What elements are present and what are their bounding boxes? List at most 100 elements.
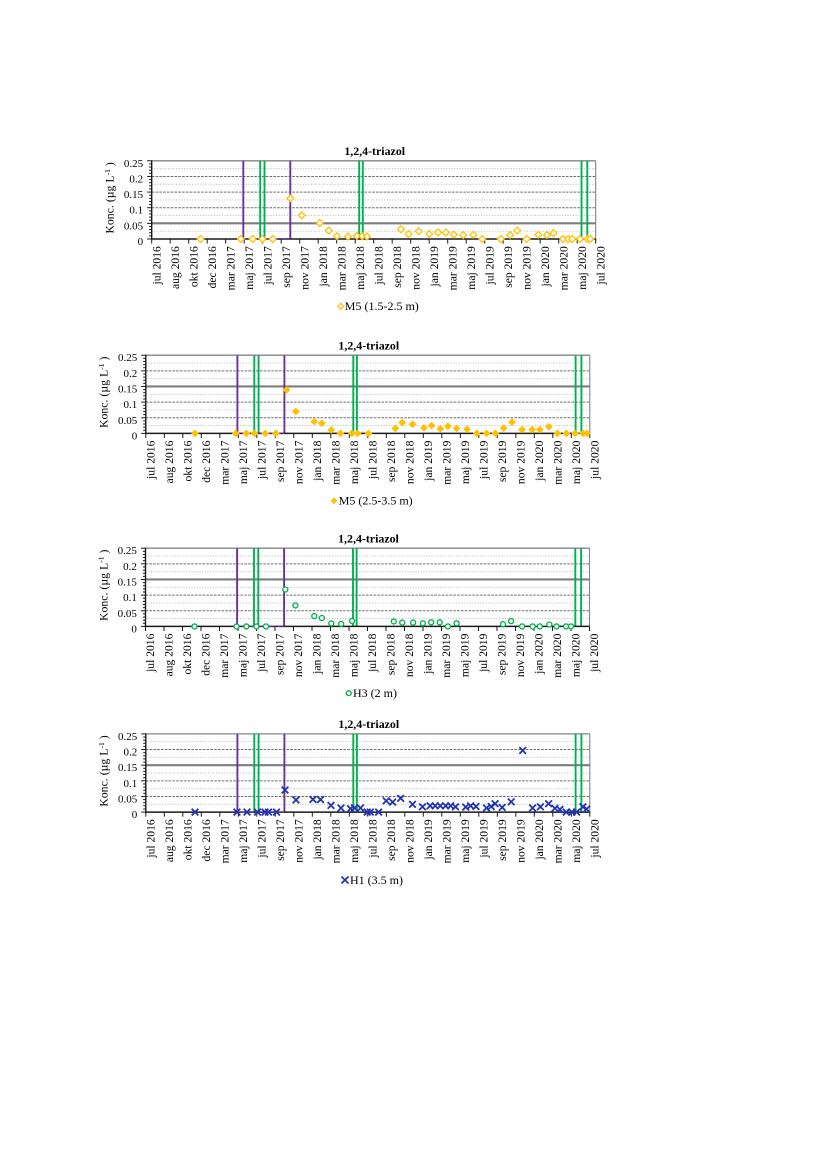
svg-text:maj 2019: maj 2019 — [459, 633, 472, 677]
svg-text:jul 2020: jul 2020 — [588, 819, 601, 859]
svg-text:mar 2018: mar 2018 — [329, 633, 342, 677]
svg-text:0.25: 0.25 — [124, 158, 144, 170]
svg-text:1,2,4-triazol: 1,2,4-triazol — [338, 338, 399, 352]
svg-text:mar 2019: mar 2019 — [440, 633, 453, 677]
svg-text:jan 2019: jan 2019 — [422, 440, 435, 481]
svg-text:jan 2019: jan 2019 — [422, 819, 435, 860]
svg-text:0.2: 0.2 — [123, 561, 137, 573]
svg-text:maj 2018: maj 2018 — [354, 246, 367, 290]
svg-text:aug 2016: aug 2016 — [163, 819, 176, 862]
svg-text:sep 2019: sep 2019 — [496, 440, 509, 482]
svg-text:0.15: 0.15 — [118, 576, 138, 588]
svg-text:mar 2017: mar 2017 — [224, 246, 237, 290]
svg-text:jul 2016: jul 2016 — [144, 819, 157, 859]
svg-text:aug 2016: aug 2016 — [169, 246, 182, 289]
svg-text:nov 2018: nov 2018 — [403, 633, 416, 677]
svg-text:jul 2019: jul 2019 — [483, 246, 496, 286]
svg-text:0.05: 0.05 — [118, 793, 138, 805]
svg-text:0.1: 0.1 — [123, 778, 137, 790]
svg-text:jan 2018: jan 2018 — [317, 246, 330, 287]
svg-text:M5 (1.5-2.5 m): M5 (1.5-2.5 m) — [345, 299, 419, 313]
svg-text:jul 2019: jul 2019 — [477, 819, 490, 859]
svg-text:0: 0 — [132, 809, 138, 821]
svg-text:aug 2016: aug 2016 — [163, 633, 176, 676]
svg-text:sep 2017: sep 2017 — [274, 633, 287, 675]
svg-text:jul 2020: jul 2020 — [588, 633, 601, 673]
svg-text:0.15: 0.15 — [118, 762, 138, 774]
svg-text:H1 (3.5 m): H1 (3.5 m) — [350, 873, 403, 887]
svg-text:mar 2017: mar 2017 — [218, 440, 231, 484]
svg-text:jul 2016: jul 2016 — [144, 440, 157, 480]
svg-text:jul 2016: jul 2016 — [150, 246, 163, 286]
svg-text:0.25: 0.25 — [118, 731, 138, 743]
svg-text:jan 2019: jan 2019 — [428, 246, 441, 287]
svg-text:sep 2018: sep 2018 — [391, 246, 404, 288]
svg-text:dec 2016: dec 2016 — [200, 440, 213, 482]
svg-text:jul 2017: jul 2017 — [261, 246, 274, 286]
svg-text:nov 2019: nov 2019 — [520, 246, 533, 290]
svg-text:jul 2017: jul 2017 — [255, 819, 268, 859]
svg-text:nov 2018: nov 2018 — [409, 246, 422, 290]
svg-text:jan 2020: jan 2020 — [533, 633, 546, 674]
svg-text:sep 2017: sep 2017 — [274, 440, 287, 482]
svg-text:0.05: 0.05 — [124, 220, 144, 232]
svg-text:H3 (2 m): H3 (2 m) — [353, 686, 397, 700]
svg-text:jul 2020: jul 2020 — [588, 440, 601, 480]
svg-text:0.25: 0.25 — [118, 352, 138, 364]
svg-text:nov 2019: nov 2019 — [514, 440, 527, 484]
svg-text:sep 2018: sep 2018 — [385, 819, 398, 861]
svg-text:mar 2020: mar 2020 — [551, 633, 564, 677]
svg-text:nov 2018: nov 2018 — [403, 819, 416, 863]
svg-text:nov 2018: nov 2018 — [403, 440, 416, 484]
svg-text:sep 2017: sep 2017 — [274, 819, 287, 861]
svg-text:jul 2018: jul 2018 — [366, 440, 379, 480]
svg-text:aug 2016: aug 2016 — [163, 440, 176, 483]
svg-text:0.1: 0.1 — [129, 205, 143, 217]
svg-text:jul 2018: jul 2018 — [366, 819, 379, 859]
svg-text:1,2,4-triazol: 1,2,4-triazol — [338, 717, 399, 731]
svg-text:mar 2018: mar 2018 — [335, 246, 348, 290]
svg-text:jul 2019: jul 2019 — [477, 633, 490, 673]
svg-text:jan 2018: jan 2018 — [311, 819, 324, 860]
svg-text:jan 2019: jan 2019 — [422, 633, 435, 674]
svg-text:Konc. (µg L-1 ): Konc. (µg L-1 ) — [96, 550, 110, 622]
svg-text:nov 2017: nov 2017 — [292, 819, 305, 863]
svg-text:jan 2020: jan 2020 — [539, 246, 552, 287]
svg-text:jan 2020: jan 2020 — [533, 819, 546, 860]
svg-text:0.1: 0.1 — [123, 399, 137, 411]
svg-text:nov 2017: nov 2017 — [292, 633, 305, 677]
svg-text:mar 2018: mar 2018 — [329, 440, 342, 484]
svg-text:maj 2020: maj 2020 — [576, 246, 589, 290]
svg-text:0.25: 0.25 — [118, 545, 138, 557]
svg-text:sep 2019: sep 2019 — [496, 633, 509, 675]
svg-text:jan 2018: jan 2018 — [311, 633, 324, 674]
svg-text:sep 2019: sep 2019 — [502, 246, 515, 288]
svg-text:okt 2016: okt 2016 — [181, 633, 194, 674]
svg-text:jul 2018: jul 2018 — [366, 633, 379, 673]
svg-text:jul 2016: jul 2016 — [144, 633, 157, 673]
svg-text:dec 2016: dec 2016 — [200, 819, 213, 861]
svg-text:mar 2019: mar 2019 — [440, 819, 453, 863]
svg-text:0.2: 0.2 — [129, 173, 143, 185]
svg-text:mar 2020: mar 2020 — [551, 440, 564, 484]
svg-text:sep 2018: sep 2018 — [385, 440, 398, 482]
svg-text:maj 2017: maj 2017 — [237, 819, 250, 863]
svg-text:okt 2016: okt 2016 — [187, 246, 200, 287]
svg-text:jan 2018: jan 2018 — [311, 440, 324, 481]
svg-text:mar 2019: mar 2019 — [446, 246, 459, 290]
svg-text:maj 2020: maj 2020 — [570, 819, 583, 863]
svg-text:Konc. (µg L-1 ): Konc. (µg L-1 ) — [103, 162, 117, 234]
svg-text:sep 2018: sep 2018 — [385, 633, 398, 675]
svg-text:1,2,4-triazol: 1,2,4-triazol — [344, 144, 405, 158]
svg-text:maj 2019: maj 2019 — [459, 819, 472, 863]
svg-text:mar 2020: mar 2020 — [557, 246, 570, 290]
svg-text:sep 2017: sep 2017 — [280, 246, 293, 288]
svg-text:nov 2017: nov 2017 — [298, 246, 311, 290]
svg-text:0.2: 0.2 — [123, 747, 137, 759]
svg-text:okt 2016: okt 2016 — [181, 440, 194, 481]
svg-text:dec 2016: dec 2016 — [200, 633, 213, 675]
svg-text:Konc. (µg L-1 ): Konc. (µg L-1 ) — [97, 735, 111, 807]
svg-text:maj 2020: maj 2020 — [570, 633, 583, 677]
svg-text:0.05: 0.05 — [118, 415, 138, 427]
svg-text:0.15: 0.15 — [118, 383, 138, 395]
